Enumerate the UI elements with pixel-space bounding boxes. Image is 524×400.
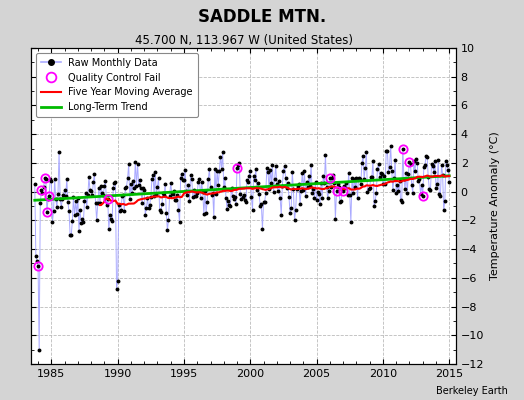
Title: 45.700 N, 113.967 W (United States): 45.700 N, 113.967 W (United States) (135, 34, 353, 47)
Legend: Raw Monthly Data, Quality Control Fail, Five Year Moving Average, Long-Term Tren: Raw Monthly Data, Quality Control Fail, … (36, 53, 198, 117)
Text: Berkeley Earth: Berkeley Earth (436, 386, 508, 396)
Y-axis label: Temperature Anomaly (°C): Temperature Anomaly (°C) (490, 132, 500, 280)
Text: SADDLE MTN.: SADDLE MTN. (198, 8, 326, 26)
